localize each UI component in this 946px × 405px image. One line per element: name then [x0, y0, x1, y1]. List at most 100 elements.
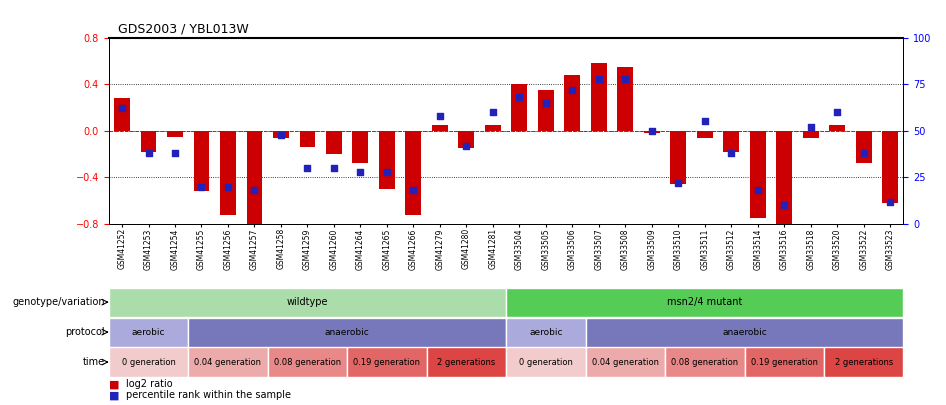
- Point: [379, 168, 394, 175]
- Text: 2 generations: 2 generations: [834, 358, 893, 367]
- Bar: [830, 125, 845, 131]
- Point: [830, 109, 845, 115]
- Bar: [347, 347, 427, 377]
- Bar: [141, 131, 156, 152]
- Text: genotype/variation: genotype/variation: [12, 297, 105, 307]
- Point: [167, 150, 183, 156]
- Bar: [506, 347, 586, 377]
- Bar: [644, 131, 659, 133]
- Point: [538, 100, 553, 106]
- Point: [273, 131, 289, 138]
- Point: [644, 128, 659, 134]
- Bar: [109, 347, 188, 377]
- Bar: [300, 131, 315, 147]
- Point: [247, 187, 262, 194]
- Bar: [586, 318, 903, 347]
- Text: msn2/4 mutant: msn2/4 mutant: [667, 297, 743, 307]
- Point: [724, 150, 739, 156]
- Bar: [565, 75, 580, 131]
- Bar: [353, 131, 368, 163]
- Bar: [273, 131, 289, 138]
- Bar: [856, 131, 871, 163]
- Point: [432, 113, 447, 119]
- Bar: [745, 347, 824, 377]
- Bar: [750, 131, 765, 218]
- Point: [141, 150, 156, 156]
- Text: 0.04 generation: 0.04 generation: [592, 358, 658, 367]
- Bar: [506, 318, 586, 347]
- Point: [883, 198, 898, 205]
- Point: [671, 180, 686, 186]
- Bar: [459, 131, 474, 148]
- Text: aerobic: aerobic: [131, 328, 166, 337]
- Point: [300, 165, 315, 171]
- Bar: [724, 131, 739, 152]
- Point: [326, 165, 342, 171]
- Point: [565, 87, 580, 93]
- Bar: [586, 347, 665, 377]
- Bar: [247, 131, 262, 226]
- Text: aerobic: aerobic: [529, 328, 563, 337]
- Bar: [109, 318, 188, 347]
- Point: [856, 150, 871, 156]
- Text: wildtype: wildtype: [287, 297, 328, 307]
- Bar: [697, 131, 712, 138]
- Text: protocol: protocol: [65, 327, 105, 337]
- Point: [512, 94, 527, 100]
- Bar: [326, 131, 342, 154]
- Bar: [427, 347, 506, 377]
- Bar: [665, 347, 745, 377]
- Point: [353, 168, 368, 175]
- Bar: [512, 84, 527, 131]
- Text: log2 ratio: log2 ratio: [126, 379, 172, 389]
- Bar: [109, 288, 506, 317]
- Text: ■: ■: [109, 390, 119, 401]
- Bar: [671, 131, 686, 184]
- Bar: [883, 131, 898, 203]
- Point: [697, 118, 712, 125]
- Point: [750, 187, 765, 194]
- Text: time: time: [82, 357, 105, 367]
- Point: [220, 183, 236, 190]
- Point: [114, 105, 130, 112]
- Point: [406, 187, 421, 194]
- Bar: [803, 131, 818, 138]
- Text: 0 generation: 0 generation: [122, 358, 175, 367]
- Point: [591, 75, 606, 82]
- Bar: [220, 131, 236, 215]
- Text: anaerobic: anaerobic: [722, 328, 767, 337]
- Text: 0.08 generation: 0.08 generation: [274, 358, 341, 367]
- Bar: [591, 63, 606, 131]
- Text: 0.19 generation: 0.19 generation: [354, 358, 420, 367]
- Text: 0.19 generation: 0.19 generation: [751, 358, 817, 367]
- Bar: [432, 125, 447, 131]
- Bar: [538, 90, 553, 131]
- Point: [485, 109, 500, 115]
- Bar: [268, 347, 347, 377]
- Text: 2 generations: 2 generations: [437, 358, 496, 367]
- Bar: [618, 67, 633, 131]
- Text: anaerobic: anaerobic: [324, 328, 370, 337]
- Point: [194, 183, 209, 190]
- Bar: [194, 131, 209, 191]
- Bar: [114, 98, 130, 131]
- Point: [618, 75, 633, 82]
- Text: 0 generation: 0 generation: [519, 358, 572, 367]
- Text: percentile rank within the sample: percentile rank within the sample: [126, 390, 290, 401]
- Bar: [167, 131, 183, 136]
- Bar: [506, 288, 903, 317]
- Bar: [379, 131, 394, 189]
- Point: [777, 202, 792, 209]
- Text: ■: ■: [109, 379, 119, 389]
- Point: [459, 143, 474, 149]
- Bar: [406, 131, 421, 215]
- Text: 0.04 generation: 0.04 generation: [195, 358, 261, 367]
- Text: GDS2003 / YBL013W: GDS2003 / YBL013W: [118, 23, 249, 36]
- Bar: [777, 131, 792, 226]
- Bar: [485, 125, 500, 131]
- Bar: [188, 347, 268, 377]
- Bar: [188, 318, 506, 347]
- Text: 0.08 generation: 0.08 generation: [672, 358, 738, 367]
- Point: [803, 124, 818, 130]
- Bar: [824, 347, 903, 377]
